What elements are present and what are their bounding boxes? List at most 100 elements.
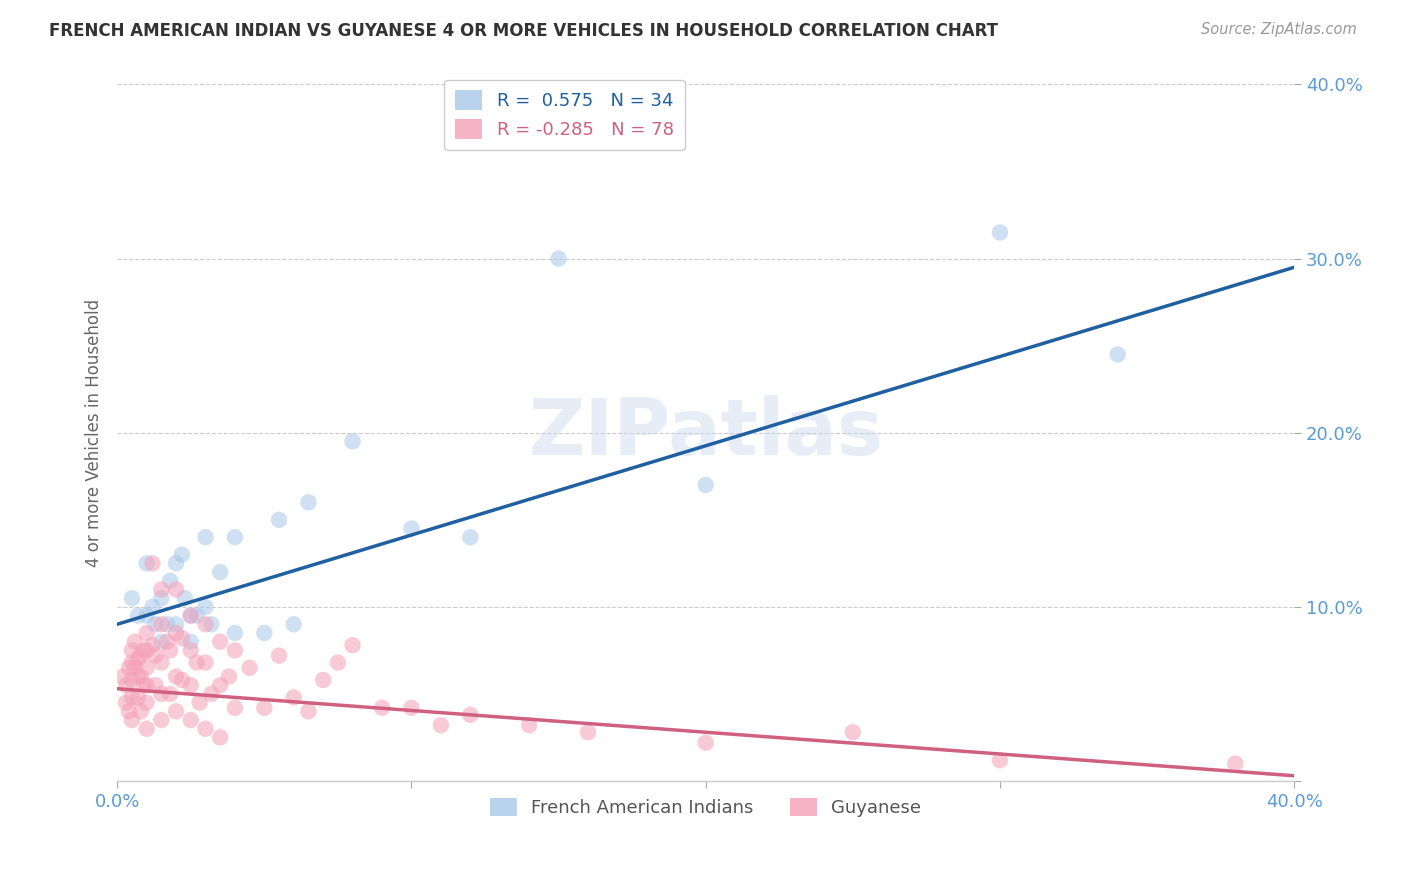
Point [224,643,246,657]
Point [159,574,181,588]
Point [283,690,305,705]
Point [141,599,163,614]
Point [224,701,246,715]
Point [267,513,290,527]
Point [135,626,157,640]
Point [135,696,157,710]
Point [194,656,217,670]
Point [121,713,143,727]
Point [173,591,195,606]
Point [132,678,155,692]
Point [127,652,149,666]
Point [135,608,157,623]
Point [200,687,222,701]
Point [121,591,143,606]
Point [267,648,290,663]
Point [188,696,211,710]
Point [165,669,187,683]
Point [401,701,423,715]
Point [118,704,141,718]
Point [150,582,173,597]
Point [186,656,208,670]
Point [150,591,173,606]
Point [150,713,173,727]
Point [115,696,138,710]
Point [194,599,217,614]
Point [127,669,149,683]
Point [180,713,202,727]
Point [342,434,364,449]
Point [224,626,246,640]
Point [547,252,569,266]
Point [342,638,364,652]
Text: ZIPatlas: ZIPatlas [529,395,883,471]
Point [239,661,262,675]
Point [121,690,143,705]
Point [129,669,152,683]
Point [253,626,276,640]
Point [121,656,143,670]
Point [121,673,143,687]
Point [517,718,540,732]
Point [165,626,187,640]
Point [1107,347,1129,361]
Point [124,634,146,648]
Point [194,722,217,736]
Point [224,530,246,544]
Point [842,725,865,739]
Point [326,656,349,670]
Point [170,673,193,687]
Point [121,643,143,657]
Point [165,704,187,718]
Point [180,634,202,648]
Point [165,582,187,597]
Point [118,661,141,675]
Point [135,722,157,736]
Point [312,673,335,687]
Point [159,687,181,701]
Y-axis label: 4 or more Vehicles in Household: 4 or more Vehicles in Household [86,299,103,566]
Point [141,557,163,571]
Point [159,643,181,657]
Point [695,736,717,750]
Point [156,617,179,632]
Point [165,557,187,571]
Point [371,701,394,715]
Point [180,608,202,623]
Point [988,753,1011,767]
Point [124,661,146,675]
Point [253,701,276,715]
Point [200,617,222,632]
Point [180,608,202,623]
Point [145,678,167,692]
Point [180,643,202,657]
Point [209,565,232,579]
Point [129,648,152,663]
Point [170,548,193,562]
Point [458,530,481,544]
Point [1225,756,1247,771]
Point [132,643,155,657]
Point [127,608,149,623]
Point [115,678,138,692]
Text: FRENCH AMERICAN INDIAN VS GUYANESE 4 OR MORE VEHICLES IN HOUSEHOLD CORRELATION C: FRENCH AMERICAN INDIAN VS GUYANESE 4 OR … [49,22,998,40]
Point [150,687,173,701]
Point [141,638,163,652]
Point [194,617,217,632]
Point [209,678,232,692]
Point [156,634,179,648]
Point [194,530,217,544]
Legend: French American Indians, Guyanese: French American Indians, Guyanese [482,790,929,824]
Point [129,704,152,718]
Point [145,617,167,632]
Point [112,669,135,683]
Point [988,226,1011,240]
Point [170,631,193,645]
Point [186,608,208,623]
Point [150,617,173,632]
Point [458,707,481,722]
Point [297,704,319,718]
Point [695,478,717,492]
Point [430,718,453,732]
Point [145,648,167,663]
